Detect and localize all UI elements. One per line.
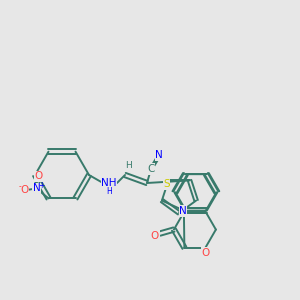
- Text: H: H: [124, 161, 131, 170]
- Text: C: C: [147, 164, 155, 174]
- Text: -: -: [18, 182, 21, 191]
- Text: H: H: [106, 187, 112, 196]
- Text: O: O: [151, 231, 159, 241]
- Text: S: S: [163, 179, 170, 189]
- Text: O: O: [34, 171, 43, 182]
- Text: NH: NH: [101, 178, 117, 188]
- Text: N: N: [33, 183, 41, 194]
- Text: N: N: [179, 206, 187, 216]
- Text: O: O: [20, 185, 28, 195]
- Text: N: N: [155, 150, 163, 160]
- Text: O: O: [201, 248, 209, 258]
- Text: +: +: [38, 181, 45, 190]
